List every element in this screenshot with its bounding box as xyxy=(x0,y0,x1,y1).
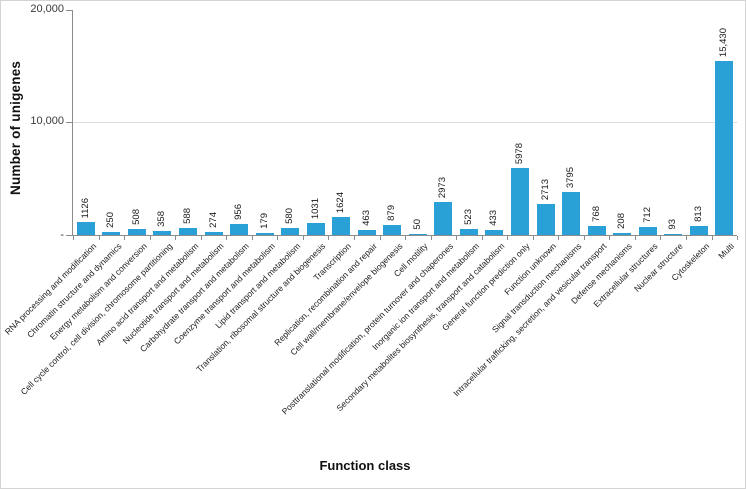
x-tick-mark xyxy=(149,236,151,240)
bar-value-label: 768 xyxy=(590,206,602,222)
x-axis-title: Function class xyxy=(319,458,411,473)
x-tick-mark xyxy=(737,236,738,240)
x-tick-mark xyxy=(98,236,100,240)
bar xyxy=(178,228,197,235)
bar xyxy=(510,168,529,235)
x-tick-mark xyxy=(660,236,662,240)
bar xyxy=(332,217,351,235)
bar-value-label: 2713 xyxy=(539,178,551,200)
bar xyxy=(383,225,402,235)
x-tick-mark xyxy=(405,236,406,240)
bar xyxy=(536,204,555,235)
x-tick-mark xyxy=(379,236,381,240)
bar-value-label: 50 xyxy=(411,219,423,230)
bar-value-label: 1624 xyxy=(335,191,347,213)
bar-value-label: 274 xyxy=(207,212,219,228)
bar xyxy=(153,231,172,235)
x-tick-mark xyxy=(200,236,202,240)
bar-value-label: 879 xyxy=(386,205,398,221)
bar-value-label: 3795 xyxy=(565,166,576,188)
y-tick-mark xyxy=(66,235,72,236)
bar xyxy=(76,222,95,235)
x-tick-mark xyxy=(583,236,585,240)
bar-value-label: 813 xyxy=(692,206,704,222)
bar-value-label: 433 xyxy=(488,210,500,226)
bar-value-label: 179 xyxy=(258,213,270,229)
x-tick-mark xyxy=(251,236,253,240)
x-tick-mark xyxy=(302,236,304,240)
x-tick-mark xyxy=(507,236,509,240)
bar-value-label: 208 xyxy=(616,213,628,229)
bar xyxy=(562,192,580,235)
x-axis-line xyxy=(72,235,737,236)
bar xyxy=(459,229,478,235)
bar-value-label: 2973 xyxy=(437,176,449,198)
bar-value-label: 523 xyxy=(462,209,474,225)
bar xyxy=(306,223,325,235)
bar-value-label: 93 xyxy=(667,219,679,230)
bar xyxy=(689,226,708,235)
bar-value-label: 250 xyxy=(105,212,117,228)
x-tick-mark xyxy=(711,236,713,240)
bar-value-label: 1126 xyxy=(79,197,91,218)
bar xyxy=(408,234,427,235)
bar-value-label: 5978 xyxy=(513,142,525,164)
bar xyxy=(357,230,376,235)
bar xyxy=(485,230,504,235)
bar xyxy=(102,232,121,235)
bar-value-label: 463 xyxy=(360,210,372,226)
bar xyxy=(255,233,274,235)
plot-area: 1126 250 508 358 588 274 956 179 580 1031 1624 463 8… xyxy=(73,10,737,235)
x-tick-mark xyxy=(634,236,636,240)
x-tick-mark xyxy=(456,236,458,240)
bar xyxy=(281,228,300,235)
y-tick-label-0: - xyxy=(60,229,64,241)
x-tick-mark xyxy=(226,236,228,240)
y-tick-label-20000: 20,000 xyxy=(30,3,64,15)
category-label: Multi xyxy=(716,241,737,261)
bar xyxy=(613,233,632,235)
bar-value-label: 712 xyxy=(641,207,653,223)
x-tick-mark xyxy=(558,236,560,240)
y-axis-line xyxy=(72,10,73,236)
bar-value-label: 588 xyxy=(181,208,193,224)
bar-value-label: 956 xyxy=(233,204,244,220)
x-tick-mark xyxy=(532,236,534,240)
bar xyxy=(204,232,223,235)
x-tick-mark xyxy=(609,236,611,240)
gridline-10000 xyxy=(73,122,737,123)
category-label: RNA processing and modification xyxy=(2,241,98,337)
x-tick-mark xyxy=(685,236,687,240)
bar-value-label: 15,430 xyxy=(718,27,730,57)
x-tick-mark xyxy=(277,236,279,240)
x-tick-mark xyxy=(430,236,432,240)
bar xyxy=(230,224,248,235)
bar xyxy=(127,229,146,235)
x-tick-mark xyxy=(175,236,177,240)
bar xyxy=(587,226,606,235)
x-tick-mark xyxy=(353,236,355,240)
bar-value-label: 358 xyxy=(156,211,168,227)
x-tick-mark xyxy=(73,236,74,240)
y-tick-mark xyxy=(66,122,72,123)
bar xyxy=(638,227,657,235)
bar xyxy=(715,61,734,235)
x-tick-mark xyxy=(124,236,126,240)
bar-value-label: 508 xyxy=(130,209,142,225)
y-tick-label-10000: 10,000 xyxy=(30,115,64,127)
x-tick-mark xyxy=(328,236,330,240)
y-tick-mark xyxy=(66,10,72,11)
bar-value-label: 580 xyxy=(284,208,296,224)
bar xyxy=(434,202,453,235)
bar xyxy=(664,234,683,235)
bar-value-label: 1031 xyxy=(309,197,321,219)
x-tick-mark xyxy=(481,236,483,240)
